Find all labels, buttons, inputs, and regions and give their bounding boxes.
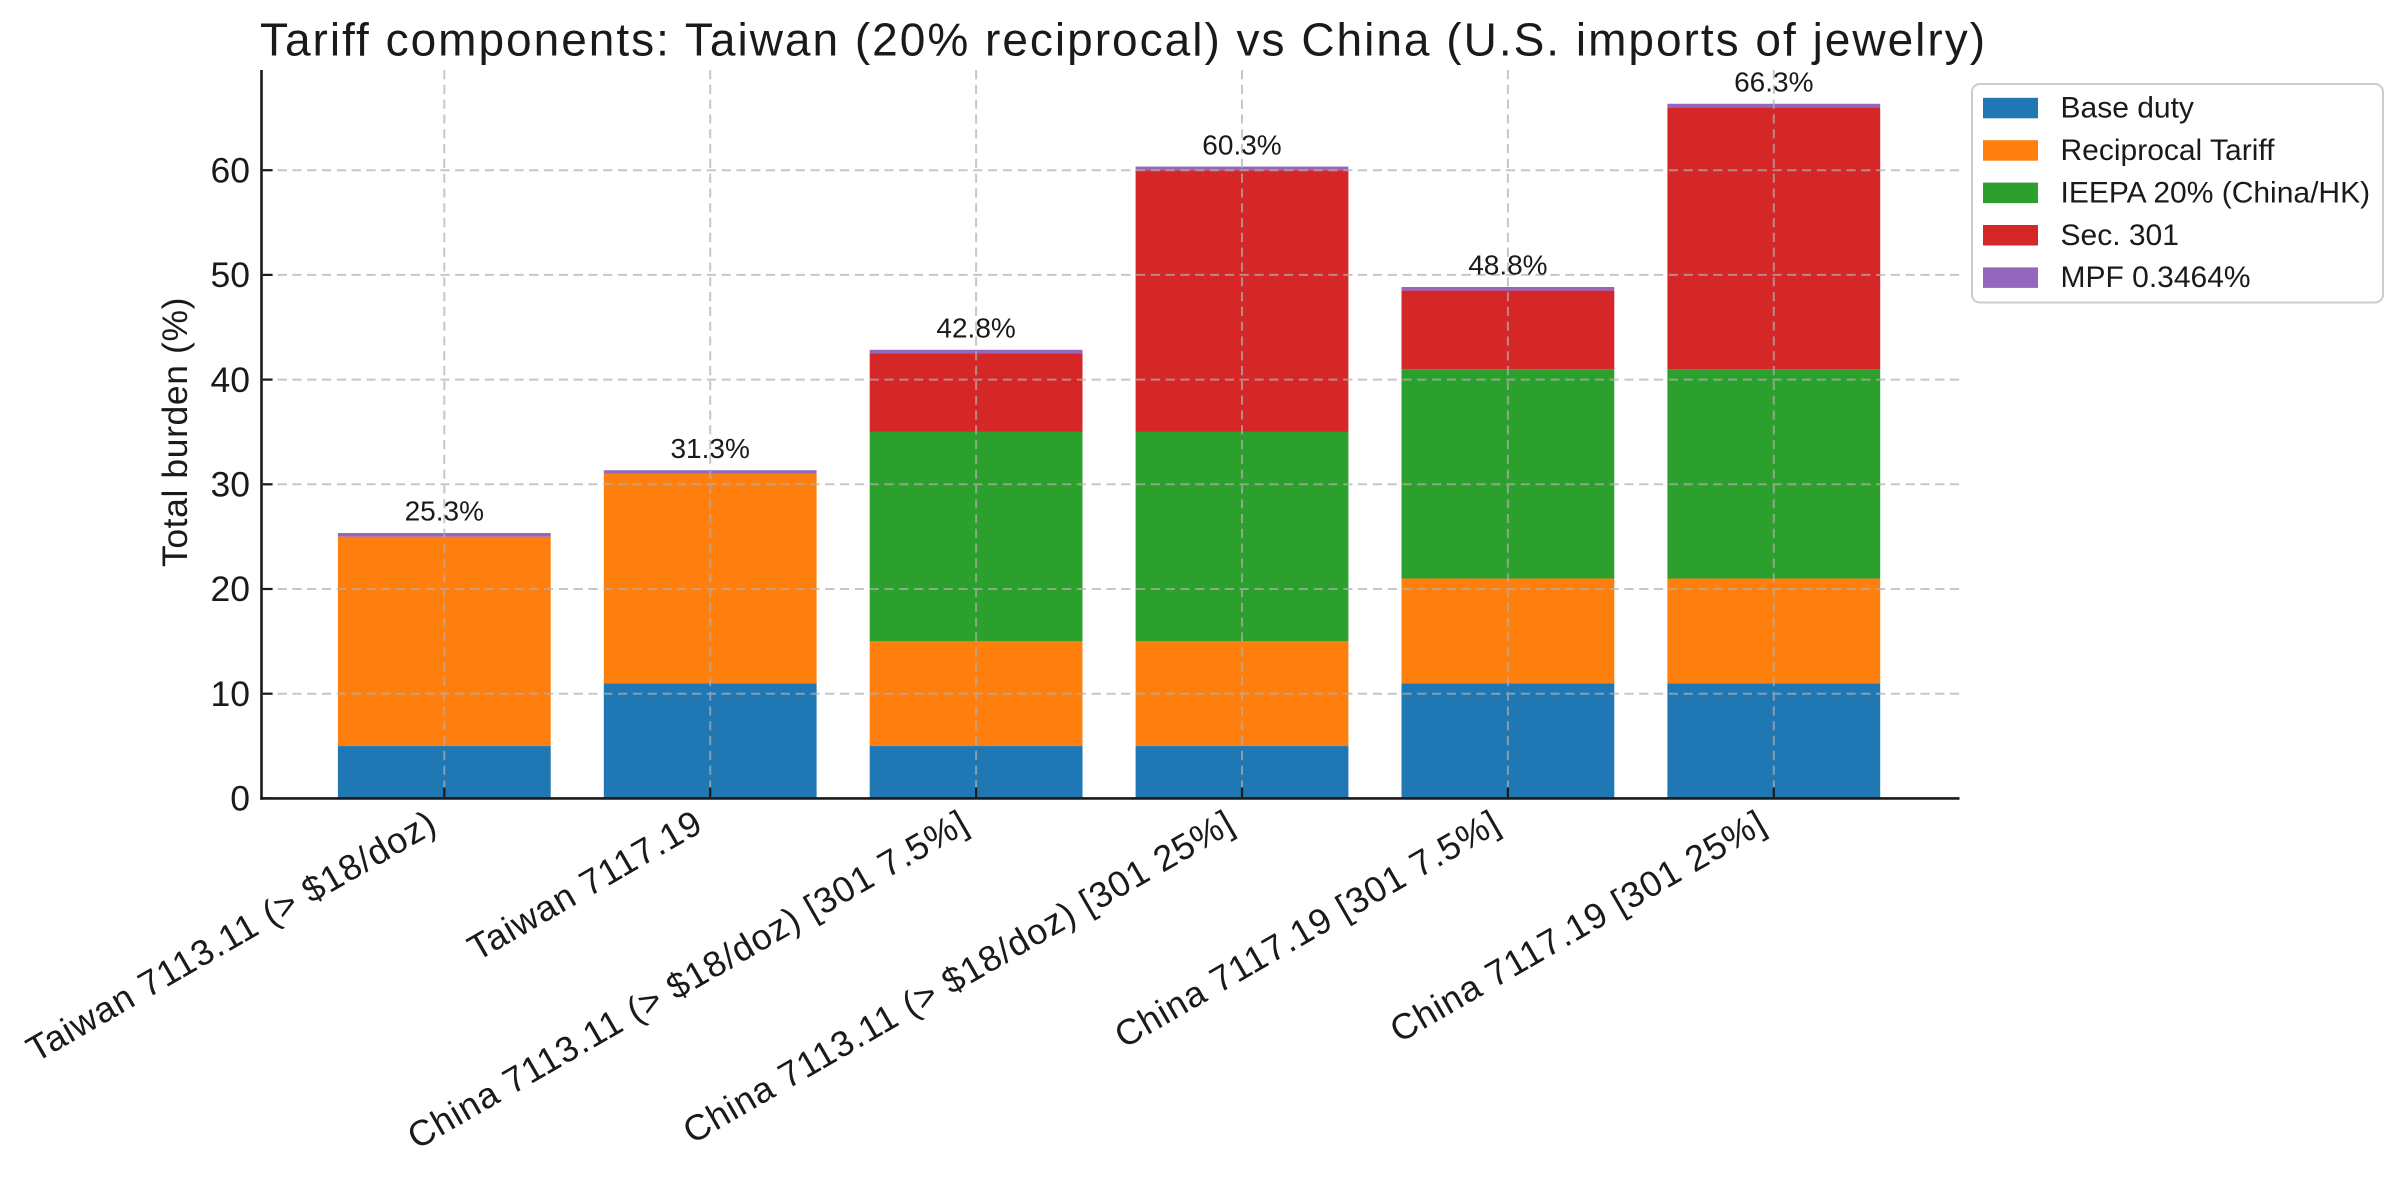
svg-text:60.3%: 60.3%: [1202, 129, 1281, 160]
svg-text:Sec. 301: Sec. 301: [2061, 219, 2179, 252]
svg-text:Tariff components: Taiwan (20%: Tariff components: Taiwan (20% reciproca…: [260, 14, 1987, 66]
svg-text:60: 60: [211, 150, 251, 190]
svg-text:Total burden (%): Total burden (%): [155, 297, 195, 567]
svg-text:31.3%: 31.3%: [670, 433, 749, 464]
svg-text:MPF 0.3464%: MPF 0.3464%: [2061, 261, 2251, 294]
svg-text:20: 20: [211, 569, 251, 609]
svg-text:30: 30: [211, 465, 251, 505]
svg-text:0: 0: [230, 779, 250, 819]
svg-text:Base duty: Base duty: [2061, 92, 2194, 125]
svg-text:10: 10: [211, 674, 251, 714]
svg-text:66.3%: 66.3%: [1734, 67, 1813, 98]
svg-text:40: 40: [211, 360, 251, 400]
svg-text:48.8%: 48.8%: [1468, 250, 1547, 281]
svg-text:50: 50: [211, 255, 251, 295]
svg-text:42.8%: 42.8%: [936, 313, 1015, 344]
svg-text:25.3%: 25.3%: [405, 496, 484, 527]
svg-text:Reciprocal Tariff: Reciprocal Tariff: [2061, 134, 2276, 167]
svg-text:IEEPA 20% (China/HK): IEEPA 20% (China/HK): [2061, 176, 2371, 209]
